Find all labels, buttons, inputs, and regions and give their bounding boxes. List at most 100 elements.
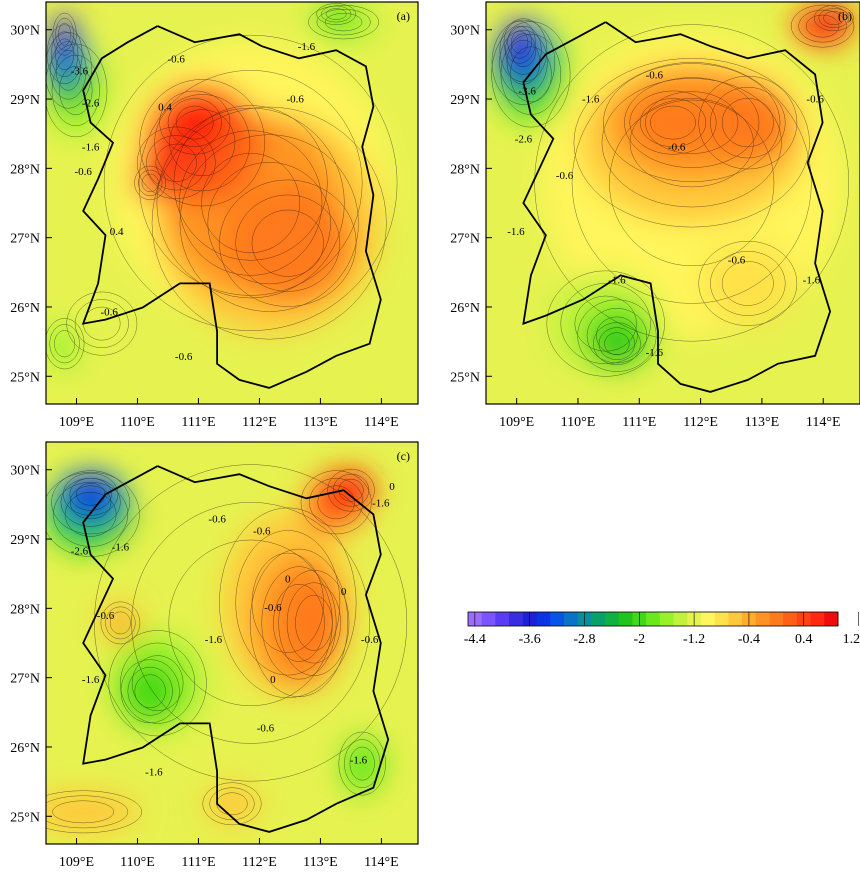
x-tick-label: 110°E xyxy=(120,855,155,870)
contour-line xyxy=(317,485,355,520)
colorbar-label: -0.4 xyxy=(738,632,760,647)
contour-line xyxy=(178,130,323,276)
y-tick-label: 29°N xyxy=(10,533,40,548)
contour-line xyxy=(261,566,337,680)
contour-line xyxy=(108,630,207,737)
contour-label: -0.6 xyxy=(806,94,824,106)
contour-line xyxy=(295,595,333,651)
contour-line xyxy=(173,105,328,261)
colorbar-swatch xyxy=(618,612,633,626)
map-panel-a: -1.6 -0.6 -3.6 -2.6 0.4 -0.6 -1.6 -0.6 0.4 -0.6 -0… xyxy=(0,0,430,440)
panel-label: (b) xyxy=(838,9,852,23)
contour-line xyxy=(94,464,408,782)
colorbar-label: -2 xyxy=(633,632,645,647)
contour-line xyxy=(338,478,364,502)
contour-label: -2.6 xyxy=(71,546,89,558)
contour-line xyxy=(503,20,536,64)
colorbar-label: -2.8 xyxy=(573,632,595,647)
contour-label: -1.6 xyxy=(205,634,223,646)
contour-label: -1.6 xyxy=(298,41,316,53)
contour-line xyxy=(316,8,371,36)
contour-line xyxy=(639,98,707,147)
contour-line xyxy=(55,38,75,70)
colorbar-swatch xyxy=(563,612,579,626)
contour-line xyxy=(235,194,341,292)
contour-line xyxy=(491,19,556,105)
province-boundary xyxy=(82,465,390,833)
field-a xyxy=(46,2,418,404)
panel-label: (c) xyxy=(397,449,410,463)
colorbar-swatch xyxy=(728,612,743,626)
colorbar-swatch xyxy=(769,612,784,626)
contour-label: 0 xyxy=(389,481,395,493)
contour-label: -1.6 xyxy=(350,755,368,767)
field-blob xyxy=(701,78,795,167)
contour-line xyxy=(55,17,74,51)
contour-label: -0.6 xyxy=(287,94,305,106)
colorbar-swatch xyxy=(605,612,620,626)
contour-label: -1.6 xyxy=(608,274,626,286)
contour-line xyxy=(823,11,845,25)
contour-line xyxy=(534,24,850,342)
colorbar-swatch xyxy=(481,612,496,626)
y-tick-label: 29°N xyxy=(450,93,480,108)
y-tick-label: 28°N xyxy=(450,162,480,177)
contour-line xyxy=(316,3,356,25)
x-tick-label: 111°E xyxy=(181,855,215,870)
colorbar-label: 1.2 m xyxy=(843,632,860,647)
contour-label: 0 xyxy=(270,674,276,686)
contour-line xyxy=(586,308,648,364)
contour-line xyxy=(155,143,197,182)
field-blob xyxy=(594,323,640,364)
field-blob xyxy=(222,182,353,304)
contour-label: 0 xyxy=(341,586,347,598)
contour-label: -1.6 xyxy=(112,542,130,554)
field-blob xyxy=(701,243,795,324)
contour-line xyxy=(286,582,341,664)
contour-line xyxy=(131,502,370,744)
contour-line xyxy=(790,4,855,48)
contour-line xyxy=(69,485,112,520)
contour-label: -2.6 xyxy=(82,98,100,110)
x-tick-label: 112°E xyxy=(242,855,277,870)
field-blob xyxy=(46,791,139,832)
contour-line xyxy=(46,471,140,557)
contour-line xyxy=(601,78,782,208)
contour-label: -0.6 xyxy=(728,254,746,266)
map-svg-a: -1.6 -0.6 -3.6 -2.6 0.4 -0.6 -1.6 -0.6 0.4 -0.6 -0… xyxy=(10,1,419,430)
contour-line xyxy=(510,33,536,68)
contour-line xyxy=(273,583,325,662)
contour-label: -1.6 xyxy=(145,767,163,779)
colorbar-swatch xyxy=(673,612,688,626)
y-tick-label: 25°N xyxy=(450,370,480,385)
contour-line xyxy=(805,14,840,38)
contour-line xyxy=(491,21,571,128)
province-boundary xyxy=(522,21,832,393)
contour-line xyxy=(120,642,196,724)
contour-line xyxy=(571,62,812,304)
contour-label: -0.6 xyxy=(668,142,686,154)
field-blob xyxy=(328,470,374,511)
contour-line xyxy=(156,107,345,299)
contour-line xyxy=(52,12,77,56)
contour-line xyxy=(573,58,810,228)
contour-label: -0.6 xyxy=(646,69,664,81)
contour-line xyxy=(338,731,386,796)
contour-line xyxy=(46,24,83,85)
contour-label: -0.6 xyxy=(556,170,574,182)
contour-line xyxy=(50,41,87,100)
x-tick-label: 114°E xyxy=(806,415,841,430)
contour-line xyxy=(120,659,180,724)
colorbar-label: -4.4 xyxy=(464,632,486,647)
map-frame xyxy=(485,1,860,405)
contour-line xyxy=(813,5,854,31)
contour-label: -0.6 xyxy=(167,53,185,65)
contour-line xyxy=(598,327,636,361)
contour-line xyxy=(201,153,300,253)
colorbar-swatch xyxy=(810,612,825,626)
colorbar-swatch xyxy=(783,612,798,626)
contour-line xyxy=(505,25,542,75)
colorbar-label: -1.2 xyxy=(683,632,705,647)
contour-line xyxy=(721,261,774,306)
x-tick-label: 112°E xyxy=(683,415,718,430)
